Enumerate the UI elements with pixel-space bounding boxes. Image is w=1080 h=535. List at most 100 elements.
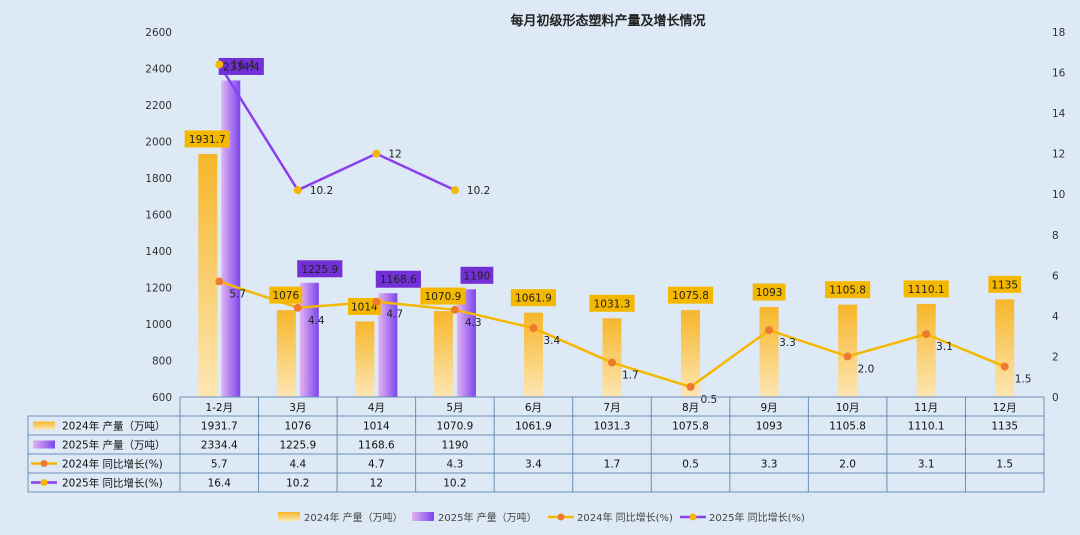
table-cell: 1075.8	[672, 421, 709, 433]
table-cell: 5.7	[211, 459, 228, 471]
line-2024-label: 0.5	[701, 394, 718, 406]
legend-label: 2024年 产量（万吨）	[304, 511, 403, 524]
y-left-tick-label: 2000	[145, 137, 172, 149]
y-left-tick-label: 1200	[145, 283, 172, 295]
table-cell: 3.3	[761, 459, 778, 471]
marker-2024-growth	[1000, 362, 1009, 371]
table-key-marker	[40, 479, 48, 486]
line-2024-label: 3.1	[936, 341, 953, 353]
x-category-label: 1-2月	[205, 402, 233, 414]
marker-2024-growth	[293, 303, 302, 312]
bar-2024-label: 1014	[351, 301, 378, 313]
legend-label: 2025年 产量（万吨）	[438, 511, 537, 524]
y-left-tick-label: 1400	[145, 246, 172, 258]
bar-2024	[433, 311, 453, 397]
y-right-tick-label: 12	[1052, 149, 1065, 161]
bar-2024-label-box	[667, 286, 714, 304]
line-2025-label: 10.2	[467, 185, 490, 197]
y-left-tick-label: 1800	[145, 173, 172, 185]
bar-2024-label: 1070.9	[425, 291, 462, 303]
table-cell: 1.7	[604, 459, 621, 471]
line-2024-label: 1.7	[622, 370, 639, 382]
table-cell: 1135	[991, 421, 1018, 433]
line-2025-label: 12	[388, 149, 401, 161]
legend-swatch	[412, 512, 434, 521]
table-cell: 10.2	[443, 478, 466, 490]
y-left-tick-label: 800	[152, 356, 172, 368]
bar-2025	[456, 289, 476, 397]
table-cell: 4.3	[447, 459, 464, 471]
bar-2024-label-box	[269, 286, 303, 304]
line-2024-label: 4.4	[308, 315, 325, 327]
table-cell: 10.2	[286, 478, 309, 490]
chart-title: 每月初级形态塑料产量及增长情况	[510, 13, 705, 29]
line-2024-label: 5.7	[229, 288, 246, 300]
table-cell: 3.1	[918, 459, 935, 471]
y-right-tick-label: 6	[1052, 270, 1059, 282]
y-right-tick-label: 14	[1052, 108, 1066, 120]
bar-2024	[759, 307, 779, 397]
table-cell: 2334.4	[201, 440, 238, 452]
bar-2024	[916, 303, 936, 397]
y-right-tick-label: 16	[1052, 68, 1066, 80]
bar-2024-label-box	[825, 281, 871, 299]
legend: 2024年 产量（万吨） 2025年 产量（万吨） 2024年 同比增长(%) 202…	[278, 511, 805, 524]
bar-2024-label: 1031.3	[594, 298, 631, 310]
bar-2025-label: 1168.6	[380, 274, 417, 286]
bar-2024-label: 1061.9	[515, 293, 552, 305]
bar-2025-label: 2334.4	[223, 61, 260, 73]
table-cell: 1931.7	[201, 421, 238, 433]
table-cell: 3.4	[525, 459, 542, 471]
line-2024-label: 1.5	[1015, 374, 1032, 386]
y-left-tick-label: 2600	[145, 27, 172, 39]
bar-2024-label-box	[988, 275, 1022, 293]
table-cell: 1061.9	[515, 421, 552, 433]
table-cell: 1076	[284, 421, 311, 433]
bar-2024	[523, 312, 543, 397]
x-category-label: 10月	[836, 402, 860, 414]
table-cell: 1105.8	[829, 421, 866, 433]
x-category-label: 4月	[368, 402, 385, 414]
y-left-tick-label: 1600	[145, 210, 172, 222]
table-row-label: 2024年 产量（万吨）	[62, 420, 166, 433]
table-cell: 1225.9	[279, 440, 316, 452]
bar-2025-label: 1190	[464, 270, 491, 282]
bar-2024	[681, 310, 701, 397]
bar-2024-label: 1931.7	[189, 134, 226, 146]
marker-2024-growth	[922, 330, 931, 339]
bar-2025-label-box	[375, 270, 421, 288]
bar-2024-label-box	[903, 280, 949, 298]
bar-2024-label: 1135	[991, 279, 1018, 291]
x-category-label: 11月	[914, 402, 938, 414]
x-category-label: 6月	[525, 402, 542, 414]
marker-2024-growth	[372, 297, 381, 306]
legend-swatch	[278, 512, 300, 521]
y-right-tick-label: 8	[1052, 230, 1059, 242]
table-cell: 0.5	[682, 459, 699, 471]
bar-2024	[838, 304, 858, 397]
marker-2025-growth	[372, 149, 381, 158]
bar-2024-label: 1093	[756, 287, 783, 299]
marker-2024-growth	[529, 324, 538, 333]
bar-2025-label-box	[460, 266, 494, 284]
marker-2024-growth	[686, 382, 695, 391]
legend-label: 2024年 同比增长(%)	[577, 511, 673, 524]
x-category-label: 3月	[289, 402, 306, 414]
marker-2024-growth	[215, 277, 224, 286]
table-key-marker	[40, 460, 48, 467]
line-2024-label: 3.3	[779, 337, 796, 349]
bar-2024-label-box	[752, 283, 786, 301]
table-row-label: 2025年 同比增长(%)	[62, 477, 163, 490]
table-cell: 16.4	[208, 478, 232, 490]
bar-2025	[378, 293, 398, 397]
bar-2024-label: 1076	[272, 290, 299, 302]
bar-2024-label: 1110.1	[908, 284, 945, 296]
table-cell: 1093	[756, 421, 783, 433]
x-category-label: 7月	[603, 402, 620, 414]
line-2024-label: 4.7	[386, 309, 403, 321]
y-right-tick-label: 10	[1052, 189, 1065, 201]
line-2024-label: 3.4	[543, 335, 560, 347]
legend-marker	[557, 513, 565, 521]
table-cell: 1031.3	[594, 421, 631, 433]
